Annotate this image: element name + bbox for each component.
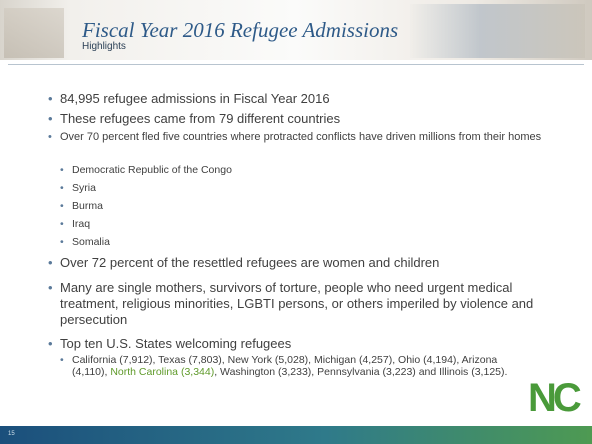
sub-bullet: • California (7,912), Texas (7,803), New … xyxy=(60,354,508,378)
sub-bullet: • Democratic Republic of the Congo xyxy=(60,164,232,176)
bullet: • These refugees came from 79 different c… xyxy=(48,111,341,126)
title: Fiscal Year 2016 Refugee Admissions xyxy=(82,18,399,42)
highlight: North Carolina (3,344) xyxy=(110,366,215,378)
bullet: • Top ten U.S. States welcoming refugees xyxy=(48,336,292,351)
bullet: • Over 70 percent fled five countries whe… xyxy=(48,131,542,143)
page-number: 15 xyxy=(8,431,15,437)
sub-bullet: • Iraq xyxy=(60,218,91,230)
bullet: • Over 72 percent of the resettled refuge… xyxy=(48,255,440,270)
subtitle: Highlights xyxy=(82,41,126,52)
divider xyxy=(8,64,584,65)
footer-bar xyxy=(0,426,592,444)
header-photo xyxy=(4,8,64,58)
sub-bullet: • Somalia xyxy=(60,236,110,248)
bullet: • 84,995 refugee admissions in Fiscal Yea… xyxy=(48,91,330,106)
sub-bullet: • Syria xyxy=(60,182,96,194)
sub-bullet: • Burma xyxy=(60,200,103,212)
logo: NC xyxy=(528,376,582,420)
header-photo xyxy=(410,4,585,58)
bullet: • Many are single mothers, survivors of t… xyxy=(48,280,534,327)
